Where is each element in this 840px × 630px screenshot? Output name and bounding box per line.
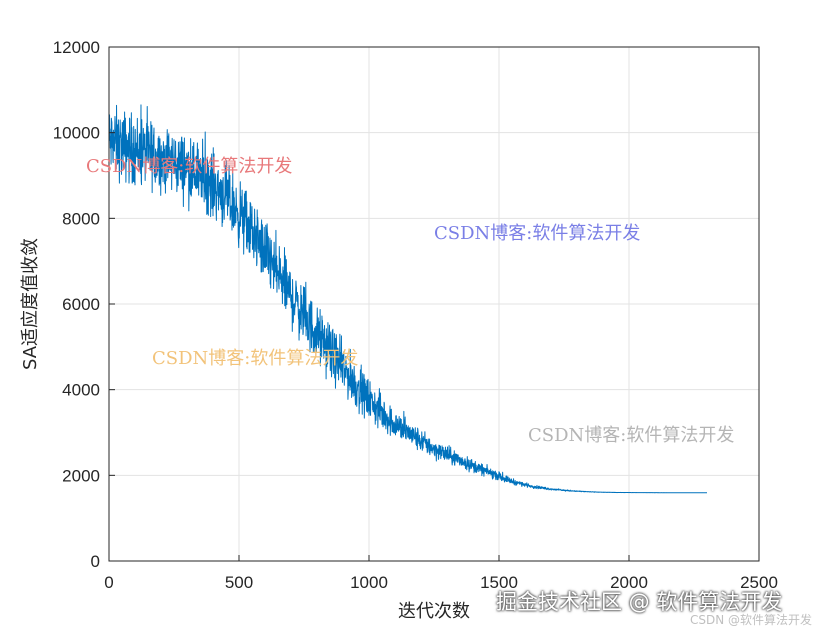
x-axis-label: 迭代次数 (398, 601, 470, 622)
y-tick-label: 0 (91, 552, 100, 571)
watermark-red: CSDN博客:软件算法开发 (86, 156, 293, 177)
x-tick-label: 1000 (350, 573, 388, 592)
series-line (108, 104, 708, 494)
y-tick-label: 4000 (62, 381, 100, 400)
footer-watermark-small: CSDN @软件算法开发 (690, 613, 813, 627)
watermark-blue: CSDN博客:软件算法开发 (434, 223, 641, 244)
y-tick-label: 2000 (62, 466, 100, 485)
footer-watermark: 掘金技术社区 @ 软件算法开发 (496, 590, 783, 614)
x-tick-label: 500 (225, 573, 253, 592)
x-tick-label: 1500 (480, 573, 518, 592)
x-ticks: 0 500 1000 1500 2000 2500 (104, 555, 778, 592)
watermark-gray: CSDN博客:软件算法开发 (528, 425, 735, 446)
y-tick-label: 12000 (53, 38, 100, 57)
y-ticks: 0 2000 4000 6000 8000 10000 12000 (53, 38, 115, 571)
x-tick-label: 0 (104, 573, 113, 592)
x-tick-label: 2000 (610, 573, 648, 592)
y-tick-label: 8000 (62, 209, 100, 228)
grid (109, 47, 759, 561)
y-tick-label: 10000 (53, 124, 100, 143)
watermark-orange: CSDN博客:软件算法开发 (152, 348, 359, 369)
y-tick-label: 6000 (62, 295, 100, 314)
x-tick-label: 2500 (740, 573, 778, 592)
series-group (108, 104, 708, 494)
y-axis-label: SA适应度值收敛 (20, 238, 41, 370)
